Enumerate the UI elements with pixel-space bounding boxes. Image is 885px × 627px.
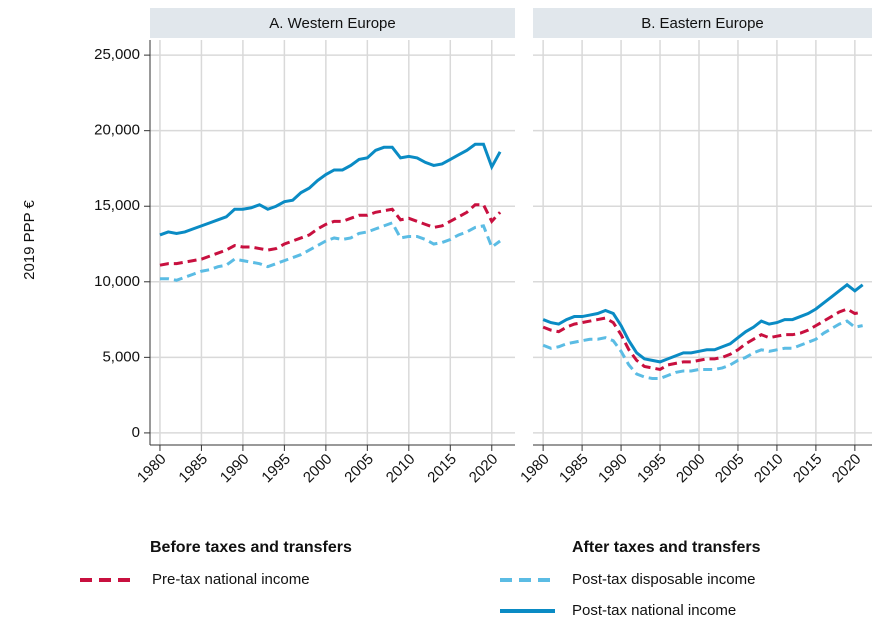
- legend-group-title: Before taxes and transfers: [150, 539, 352, 556]
- legend-label: Pre-tax national income: [152, 571, 310, 588]
- series-line: [542, 282, 864, 364]
- facet-strip: [533, 8, 872, 38]
- series-line: [159, 142, 502, 237]
- series-line: [159, 203, 502, 267]
- y-tick-label: 20,000: [94, 122, 140, 139]
- series-line: [542, 319, 863, 381]
- y-tick-label: 10,000: [94, 273, 140, 290]
- facet-strip: [150, 8, 515, 38]
- y-axis-label: 2019 PPP €: [21, 199, 38, 279]
- panel-title: A. Western Europe: [269, 15, 395, 32]
- legend-label: Post-tax national income: [572, 602, 736, 619]
- series-line: [159, 221, 501, 282]
- series-line: [542, 307, 863, 372]
- panel-title: B. Eastern Europe: [641, 15, 764, 32]
- legend-label: Post-tax disposable income: [572, 571, 755, 588]
- y-tick-label: 0: [132, 424, 140, 441]
- y-tick-label: 25,000: [94, 46, 140, 63]
- y-tick-label: 15,000: [94, 197, 140, 214]
- y-tick-label: 5,000: [102, 348, 140, 365]
- legend-group-title: After taxes and transfers: [572, 539, 761, 556]
